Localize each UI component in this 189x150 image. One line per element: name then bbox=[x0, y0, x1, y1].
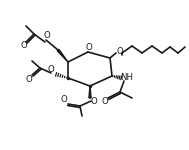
Text: O: O bbox=[61, 96, 67, 105]
Text: NH: NH bbox=[121, 72, 133, 81]
Polygon shape bbox=[89, 86, 91, 98]
Text: O: O bbox=[91, 96, 97, 105]
Text: O: O bbox=[44, 32, 50, 40]
Text: O: O bbox=[102, 98, 108, 106]
Text: O: O bbox=[86, 44, 92, 52]
Text: O: O bbox=[21, 42, 27, 51]
Polygon shape bbox=[57, 49, 68, 62]
Text: O: O bbox=[26, 75, 32, 84]
Text: O: O bbox=[48, 66, 54, 75]
Text: O: O bbox=[117, 46, 123, 56]
